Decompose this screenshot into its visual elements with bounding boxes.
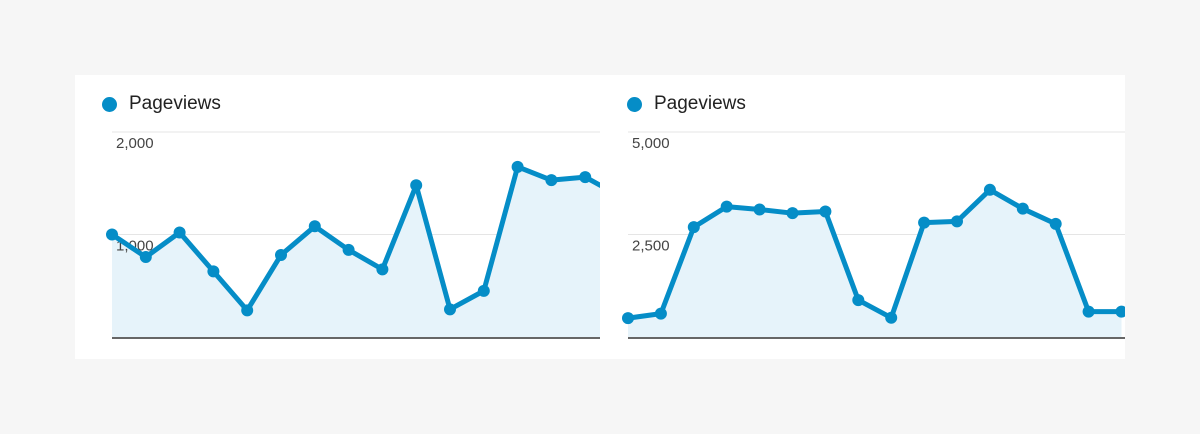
- data-point: [951, 215, 963, 228]
- data-point: [308, 220, 321, 233]
- data-point: [173, 226, 186, 239]
- data-point: [275, 249, 287, 261]
- data-point: [1082, 305, 1095, 318]
- y-tick-label: 2,000: [116, 135, 154, 152]
- legend-dot-icon: [627, 96, 642, 112]
- data-point: [1049, 217, 1062, 230]
- data-point: [918, 216, 931, 229]
- data-point: [1016, 202, 1029, 215]
- data-point: [654, 307, 667, 320]
- data-point: [511, 160, 524, 173]
- data-point: [207, 265, 220, 278]
- data-point: [983, 183, 996, 196]
- pageviews-chart-left: 2,000 1,000 Pageviews: [75, 75, 600, 359]
- data-point: [376, 263, 389, 276]
- y-tick-label: 2,500: [632, 238, 670, 255]
- series-line: [625, 187, 1124, 321]
- data-point: [852, 294, 865, 307]
- series-area: [628, 189, 1122, 337]
- legend-label: Pageviews: [654, 93, 746, 114]
- data-point: [106, 228, 118, 241]
- legend-dot-icon: [102, 96, 117, 112]
- data-point: [410, 179, 423, 192]
- data-point: [1115, 305, 1125, 318]
- data-point: [545, 174, 558, 187]
- chart-plot-right: 5,000 2,500: [622, 131, 1125, 339]
- data-point: [786, 207, 799, 220]
- y-tick-label: 5,000: [632, 135, 670, 152]
- data-point: [342, 243, 355, 256]
- analytics-card: 2,000 1,000 Pageviews 5,000 2,500 Pageview…: [75, 75, 1125, 359]
- data-point: [819, 205, 832, 218]
- data-point: [444, 303, 456, 316]
- data-point: [139, 251, 152, 264]
- data-point: [885, 311, 898, 324]
- legend-right: Pageviews: [627, 93, 746, 115]
- series-line: [109, 164, 600, 313]
- legend-left: Pageviews: [102, 93, 221, 115]
- data-point: [622, 312, 634, 325]
- data-point: [687, 221, 700, 234]
- data-point: [720, 200, 733, 213]
- legend-label: Pageviews: [129, 93, 221, 114]
- data-point: [753, 203, 766, 216]
- data-point: [477, 284, 490, 297]
- data-point: [579, 171, 592, 184]
- data-point: [241, 304, 254, 317]
- pageviews-chart-right: 5,000 2,500 Pageviews: [600, 75, 1125, 359]
